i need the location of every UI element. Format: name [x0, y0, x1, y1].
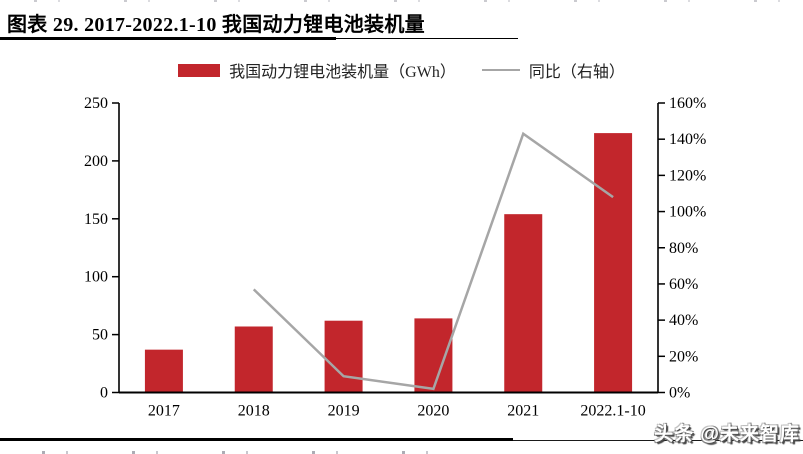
left-axis-tick-label: 200 [84, 153, 108, 170]
cropped-text-top [0, 0, 803, 2]
bar-2021 [504, 214, 543, 393]
bar-series-swatch [178, 63, 221, 77]
left-axis-tick-label: 50 [92, 327, 108, 344]
right-axis-tick-label: 0% [669, 385, 690, 402]
x-axis-category-label: 2018 [238, 403, 270, 420]
right-axis-tick-label: 20% [669, 348, 698, 365]
bar-2020 [414, 318, 453, 393]
x-axis-category-label: 2017 [148, 403, 180, 420]
legend-item-bar-series[interactable]: 我国动力锂电池装机量（GWh） [178, 58, 456, 82]
x-axis-category-label: 2021 [507, 403, 539, 420]
right-axis-tick-label: 40% [669, 312, 698, 329]
bar-2018 [234, 326, 273, 393]
line-series-label: 同比（右轴） [528, 64, 625, 81]
figure-bottom-rule-thick [0, 438, 513, 441]
legend-item-line-series[interactable]: 同比（右轴） [481, 58, 625, 82]
left-axis-tick-label: 100 [84, 269, 108, 286]
x-axis-category-label: 2020 [417, 403, 449, 420]
right-axis-tick-label: 80% [669, 240, 698, 257]
line-series-swatch [481, 69, 520, 71]
figure-title: 图表 29. 2017-2022.1-10 我国动力锂电池装机量 [7, 14, 425, 36]
bar-2019 [324, 320, 363, 393]
left-axis-tick-label: 150 [84, 211, 108, 228]
right-axis-tick-label: 140% [669, 131, 706, 148]
left-axis-tick-label: 250 [84, 95, 108, 112]
title-underline-thin [336, 38, 518, 39]
right-axis-tick-label: 60% [669, 276, 698, 293]
figure-bottom-rule-thin [513, 440, 803, 441]
x-axis-category-label: 2022.1-10 [580, 403, 645, 420]
yoy-line [252, 131, 614, 391]
chart-legend: 我国动力锂电池装机量（GWh） 同比（右轴） [0, 59, 803, 81]
left-axis-tick-label: 0 [100, 385, 108, 402]
right-axis-tick-label: 100% [669, 204, 706, 221]
right-axis-tick-label: 160% [669, 95, 706, 112]
right-axis-tick-label: 120% [669, 167, 706, 184]
bar-2022.1-10 [594, 133, 633, 393]
cropped-source-text [8, 451, 428, 454]
x-axis-category-label: 2019 [328, 403, 360, 420]
toutiao-watermark: 头条 @未来智库 [654, 424, 800, 445]
bar-2017 [144, 349, 183, 393]
title-underline-thick [0, 37, 336, 40]
bar-series-label: 我国动力锂电池装机量（GWh） [229, 64, 456, 81]
